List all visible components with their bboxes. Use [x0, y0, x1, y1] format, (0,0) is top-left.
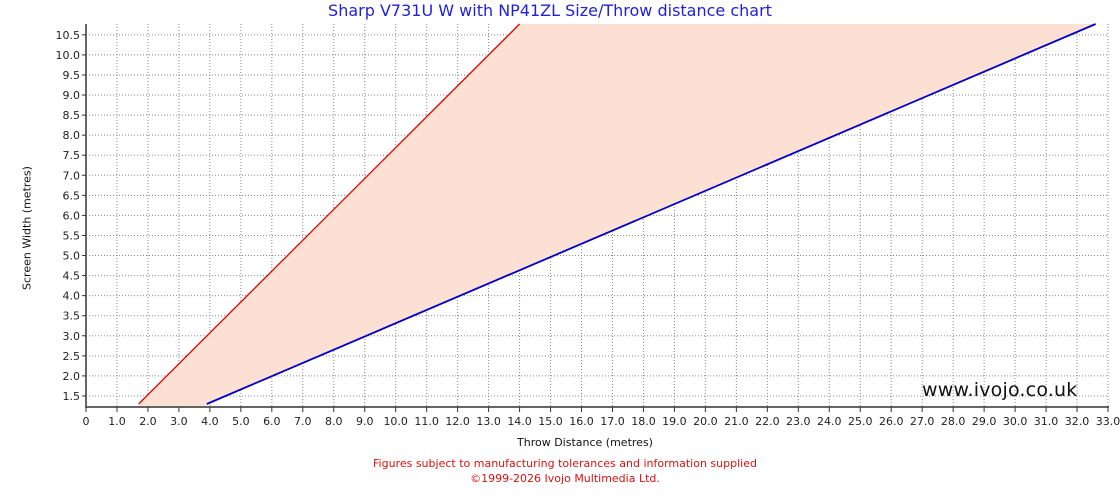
watermark-link[interactable]: www.ivojo.co.uk	[922, 379, 1078, 401]
chart-title: Sharp V731U W with NP41ZL Size/Throw dis…	[328, 1, 772, 20]
x-tick-label: 31.0	[1034, 415, 1059, 428]
x-tick-label: 29.0	[972, 415, 997, 428]
max-throw-line	[206, 23, 1096, 405]
x-tick-label: 20.0	[693, 415, 718, 428]
y-tick-label: 7.5	[63, 149, 81, 162]
x-tick-label: 26.0	[879, 415, 904, 428]
y-tick-label: 6.0	[63, 209, 81, 222]
y-tick-label: 4.0	[63, 290, 81, 303]
x-tick-label: 8.0	[325, 415, 343, 428]
y-tick-label: 9.0	[63, 89, 81, 102]
x-tick-label: 15.0	[538, 415, 563, 428]
x-tick-label: 21.0	[724, 415, 749, 428]
x-tick-label: 2.0	[139, 415, 157, 428]
x-tick-label: 7.0	[294, 415, 312, 428]
y-axis-ticks: 1.5 2.0 2.5 3.0 3.5 4.0 4.5 5.0 5.5 6.0 6.5 7.0 7.5 8…	[56, 29, 86, 403]
x-tick-label: 9.0	[356, 415, 374, 428]
x-tick-label: 24.0	[817, 415, 842, 428]
x-axis-ticks: 0 1.0 2.0 3.0 4.0 5.0 6.0 7.0 8.0 9.0 10.0 11.0 12.0…	[83, 407, 1120, 428]
x-tick-label: 1.0	[108, 415, 126, 428]
y-tick-label: 6.5	[63, 189, 81, 202]
throw-range-fill	[138, 24, 1096, 406]
y-tick-label: 10.5	[56, 29, 81, 42]
y-tick-label: 2.0	[63, 370, 81, 383]
x-tick-label: 0	[83, 415, 90, 428]
y-tick-label: 8.5	[63, 109, 81, 122]
x-tick-label: 28.0	[941, 415, 966, 428]
footer-copyright: ©1999-2026 Ivojo Multimedia Ltd.	[470, 472, 660, 485]
y-axis-label: Screen Width (metres)	[20, 166, 34, 290]
y-tick-label: 7.0	[63, 169, 81, 182]
x-tick-label: 4.0	[201, 415, 219, 428]
x-tick-label: 12.0	[445, 415, 470, 428]
y-tick-label: 2.5	[63, 350, 81, 363]
x-tick-label: 25.0	[848, 415, 873, 428]
y-tick-label: 5.0	[63, 250, 81, 263]
x-axis-label: Throw Distance (metres)	[517, 436, 653, 449]
y-tick-label: 1.5	[63, 390, 81, 403]
y-tick-label: 9.5	[63, 69, 81, 82]
x-tick-label: 10.0	[383, 415, 408, 428]
x-tick-label: 6.0	[263, 415, 281, 428]
min-throw-line	[138, 23, 521, 405]
x-tick-label: 32.0	[1065, 415, 1090, 428]
x-tick-label: 13.0	[476, 415, 501, 428]
x-tick-label: 33.0	[1096, 415, 1120, 428]
x-tick-label: 23.0	[786, 415, 811, 428]
y-tick-label: 8.0	[63, 129, 81, 142]
x-tick-label: 17.0	[600, 415, 625, 428]
x-tick-label: 30.0	[1003, 415, 1028, 428]
x-tick-label: 22.0	[755, 415, 780, 428]
x-tick-label: 3.0	[170, 415, 188, 428]
y-tick-label: 10.0	[56, 49, 81, 62]
y-tick-label: 3.5	[63, 310, 81, 323]
x-tick-label: 27.0	[910, 415, 935, 428]
x-tick-label: 11.0	[414, 415, 439, 428]
y-tick-label: 3.0	[63, 330, 81, 343]
x-tick-label: 19.0	[662, 415, 687, 428]
footer-disclaimer: Figures subject to manufacturing toleran…	[373, 457, 757, 470]
x-tick-label: 16.0	[569, 415, 594, 428]
x-tick-label: 18.0	[631, 415, 656, 428]
y-tick-label: 5.5	[63, 229, 81, 242]
x-tick-label: 14.0	[507, 415, 532, 428]
x-tick-label: 5.0	[232, 415, 250, 428]
y-tick-label: 4.5	[63, 270, 81, 283]
